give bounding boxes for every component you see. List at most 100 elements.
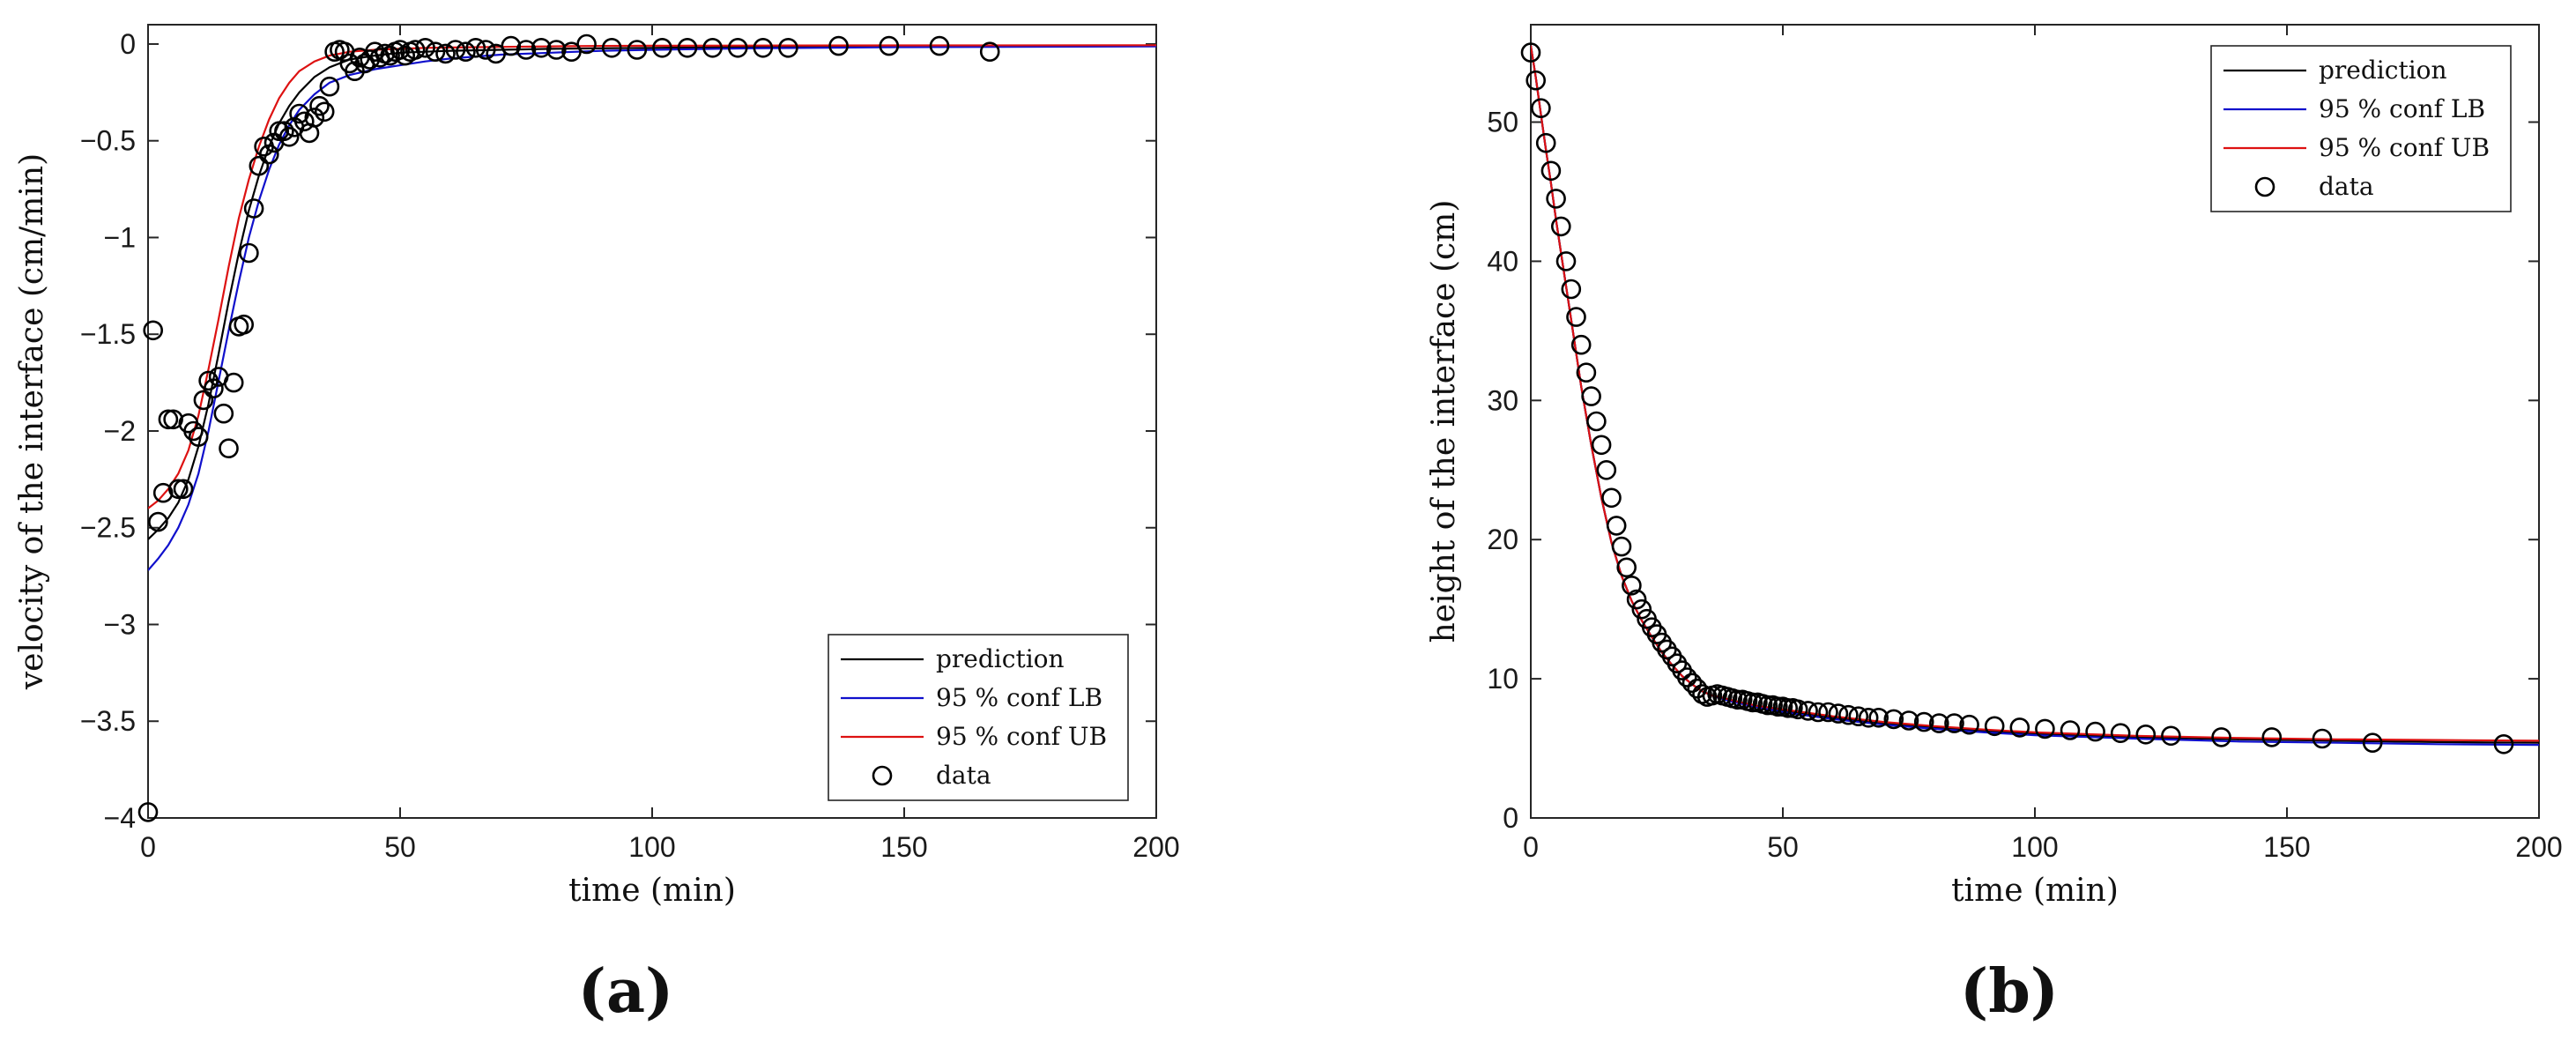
- y-tick-label: 40: [1487, 245, 1518, 277]
- legend-entry-label: prediction: [2319, 56, 2447, 85]
- data-point: [1929, 713, 1949, 733]
- data-point: [204, 378, 224, 399]
- y-tick-label: 10: [1487, 663, 1518, 695]
- x-tick-label: 200: [1132, 831, 1179, 863]
- data-point: [929, 35, 950, 56]
- data-point: [702, 37, 723, 58]
- data-point: [173, 479, 194, 500]
- data-point: [274, 121, 294, 141]
- data-point: [2085, 721, 2105, 742]
- x-tick-label: 50: [384, 831, 416, 863]
- data-point: [1526, 70, 1546, 91]
- data-point: [1520, 42, 1541, 63]
- y-tick-label: 30: [1487, 384, 1518, 416]
- data-point: [1540, 160, 1562, 182]
- legend-entry-label: data: [936, 761, 991, 790]
- chart-panel-b: 0 50 100 150 200 0 10 20 30 40 50 time (min) height …: [1426, 24, 2563, 1027]
- data-point: [516, 40, 537, 60]
- legend-swatch-marker: [872, 765, 893, 786]
- data-point: [2362, 732, 2383, 754]
- data-point: [1848, 706, 1869, 727]
- y-tick-label: 20: [1487, 524, 1518, 555]
- x-tick-label: 0: [140, 831, 156, 863]
- series-line-ub: [1531, 45, 2539, 742]
- data-point: [576, 33, 597, 55]
- data-point: [1828, 703, 1849, 724]
- data-point: [390, 40, 411, 60]
- legend-entry-label: data: [2319, 172, 2374, 201]
- data-point: [501, 35, 522, 56]
- data-point: [1616, 557, 1637, 578]
- y-tick-label: −3: [104, 608, 136, 640]
- legend-entry-label: 95 % conf LB: [936, 683, 1102, 712]
- data-point: [445, 40, 466, 60]
- data-point: [2312, 728, 2333, 749]
- data-point: [1959, 714, 1979, 735]
- data-point: [2060, 720, 2081, 740]
- data-point: [1677, 667, 1697, 688]
- series-line-prediction: [148, 45, 1156, 540]
- data-point: [677, 37, 698, 58]
- data-point: [601, 37, 622, 58]
- data-point: [395, 45, 416, 66]
- data-point: [193, 390, 214, 411]
- data-point: [753, 37, 774, 58]
- y-tick-label: −1: [104, 221, 136, 253]
- data-point: [1535, 132, 1556, 153]
- y-axis-label: velocity of the interface (cm/min): [14, 153, 50, 690]
- data-point: [188, 427, 209, 447]
- y-tick-label: −4: [104, 802, 136, 834]
- data-point: [1883, 709, 1904, 730]
- data-point: [1838, 704, 1859, 725]
- data-point: [1586, 411, 1607, 432]
- data-point: [1727, 689, 1748, 710]
- data-point: [269, 121, 290, 141]
- data-point: [1868, 707, 1889, 728]
- data-point: [234, 314, 255, 335]
- data-point: [415, 37, 435, 58]
- data-point: [314, 101, 335, 123]
- legend-entry-label: prediction: [936, 644, 1065, 673]
- data-point: [219, 438, 239, 459]
- legend-entry-label: 95 % conf UB: [936, 722, 1107, 751]
- data-point: [278, 127, 300, 147]
- series-line-lb: [148, 45, 1156, 571]
- data-point: [1798, 701, 1818, 721]
- legend-box: [828, 634, 1129, 801]
- legend-entry-label: 95 % conf UB: [2319, 133, 2490, 162]
- data-point: [531, 37, 552, 58]
- legend: prediction 95 % conf LB 95 % conf UB data: [2210, 45, 2512, 212]
- data-point: [223, 372, 244, 393]
- plot-series-group: [148, 44, 1156, 571]
- series-scatter-data: [137, 33, 1000, 822]
- series-scatter-data: [1520, 42, 2514, 754]
- x-tick-label: 150: [880, 831, 927, 863]
- legend-swatch-marker: [2254, 176, 2275, 197]
- x-tick-label: 100: [628, 831, 675, 863]
- y-tick-label: −3.5: [80, 705, 136, 737]
- data-point: [1570, 334, 1592, 355]
- x-axis-label: time (min): [568, 873, 736, 909]
- data-point: [1631, 598, 1652, 620]
- y-tick-label: 50: [1487, 107, 1518, 138]
- y-tick-label: 0: [1503, 802, 1518, 834]
- data-point: [435, 43, 456, 64]
- y-tick-label: 0: [120, 28, 136, 60]
- data-point: [152, 482, 174, 503]
- data-point: [1913, 711, 1934, 732]
- data-point: [158, 409, 179, 430]
- data-point: [258, 144, 279, 165]
- data-point: [1555, 251, 1577, 271]
- data-point: [1898, 710, 1919, 731]
- data-point: [465, 37, 486, 58]
- data-point: [1566, 307, 1586, 327]
- data-point: [1808, 702, 1829, 723]
- legend: prediction 95 % conf LB 95 % conf UB data: [828, 634, 1129, 801]
- data-point: [249, 155, 270, 176]
- data-point: [1858, 707, 1879, 728]
- data-point: [1596, 459, 1617, 480]
- data-point: [1622, 575, 1642, 596]
- x-tick-label: 50: [1767, 831, 1799, 863]
- data-point: [380, 45, 400, 66]
